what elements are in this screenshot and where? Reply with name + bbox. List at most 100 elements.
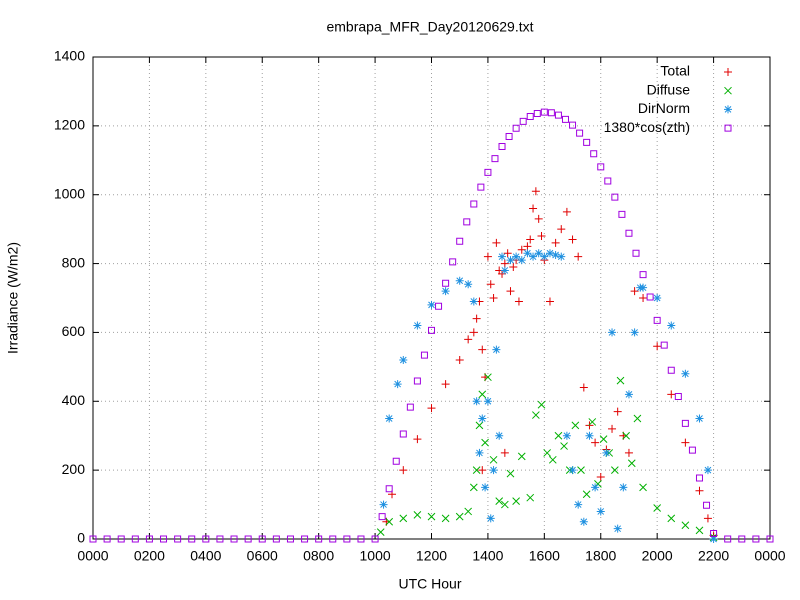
data-point [286, 535, 294, 543]
data-point [272, 535, 280, 543]
data-point [695, 414, 704, 423]
data-point [562, 207, 571, 216]
data-point [357, 535, 365, 543]
data-point [526, 113, 534, 121]
data-point [160, 535, 168, 543]
data-point [441, 287, 450, 296]
data-point [611, 466, 619, 474]
data-point [216, 535, 224, 543]
data-point [392, 457, 400, 465]
x-tick-label: 1800 [585, 548, 616, 564]
data-point [526, 493, 535, 502]
data-point [571, 421, 580, 430]
data-point [695, 474, 703, 482]
y-tick-label: 400 [62, 392, 86, 408]
data-point [548, 455, 557, 464]
data-point [703, 466, 712, 475]
data-point [569, 121, 577, 129]
data-point [500, 448, 509, 457]
data-point [514, 297, 523, 306]
data-point [653, 294, 662, 302]
data-point [576, 129, 584, 137]
data-point [258, 535, 266, 543]
legend-marker [724, 124, 732, 132]
data-point [681, 521, 690, 530]
data-point [724, 535, 732, 543]
data-point [557, 252, 566, 261]
data-point [562, 431, 571, 440]
data-point [506, 256, 515, 265]
data-point [495, 431, 504, 440]
data-point [560, 442, 568, 450]
data-point [483, 252, 492, 261]
data-point [633, 414, 642, 423]
data-point [653, 342, 662, 351]
data-point [486, 280, 495, 289]
data-point [703, 514, 712, 523]
data-point [551, 238, 560, 247]
data-point [532, 411, 540, 419]
data-point [244, 535, 252, 543]
data-point [475, 448, 484, 457]
data-point [681, 419, 689, 427]
data-point [301, 535, 309, 543]
data-point [653, 316, 661, 324]
data-point [315, 535, 323, 543]
data-point [399, 355, 408, 364]
data-point [427, 300, 436, 309]
data-point [695, 486, 704, 495]
data-point [385, 517, 394, 526]
data-point [703, 501, 711, 509]
legend-label: 1380*cos(zth) [604, 119, 690, 135]
data-point [596, 507, 605, 516]
data-point [413, 321, 422, 330]
data-point [602, 448, 611, 457]
data-point [506, 287, 515, 296]
y-tick-label: 0 [77, 530, 85, 546]
data-point [478, 414, 487, 423]
data-point [406, 403, 414, 411]
data-point [483, 397, 492, 406]
data-point [588, 418, 597, 426]
data-point [428, 326, 435, 334]
legend-label: DirNorm [638, 100, 690, 116]
data-point [533, 109, 541, 117]
data-point [378, 513, 386, 521]
data-point [371, 535, 379, 543]
data-point [624, 390, 633, 399]
data-point [478, 390, 487, 399]
data-point [517, 245, 526, 254]
data-point [464, 335, 473, 344]
legend-marker [724, 105, 732, 114]
data-point [505, 133, 513, 141]
data-point [472, 314, 481, 323]
data-point [639, 483, 647, 492]
data-point [385, 485, 393, 493]
data-point [519, 117, 527, 125]
data-point [526, 235, 535, 244]
data-point [435, 302, 443, 310]
data-point [472, 397, 481, 406]
data-point [547, 109, 555, 117]
data-point [343, 535, 351, 543]
legend-label: Diffuse [647, 81, 691, 97]
data-point [495, 497, 504, 505]
data-point [523, 249, 532, 258]
data-point [585, 431, 594, 440]
x-tick-label: 0800 [303, 548, 334, 564]
data-point [512, 497, 520, 505]
data-point [681, 438, 690, 447]
x-tick-label: 0000 [77, 548, 108, 564]
data-point [709, 535, 718, 543]
data-point [523, 242, 532, 251]
y-tick-label: 1000 [54, 185, 85, 201]
data-point [455, 276, 464, 285]
data-point [464, 507, 473, 516]
data-point [498, 252, 507, 261]
data-point [174, 535, 182, 543]
data-point [599, 435, 608, 444]
data-point [512, 124, 520, 132]
data-point [630, 287, 639, 296]
data-point [503, 249, 512, 258]
data-point [579, 517, 588, 526]
